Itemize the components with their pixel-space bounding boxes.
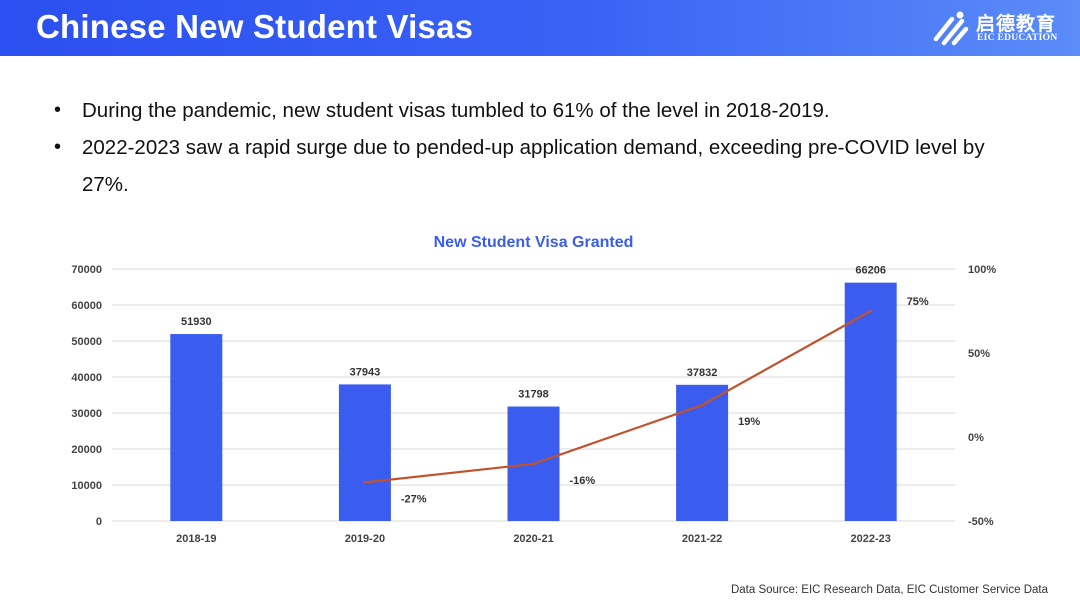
bullet-marker: • (54, 99, 62, 121)
y2-tick-label: 100% (968, 264, 996, 276)
growth-value-label: 19% (738, 416, 760, 428)
bullet-marker: • (54, 136, 62, 158)
y2-tick-label: -50% (968, 516, 994, 528)
y-tick-label: 20000 (71, 444, 102, 456)
y-tick-label: 0 (96, 516, 102, 528)
bar-value-label: 31798 (518, 389, 549, 401)
x-tick-label: 2020-21 (513, 533, 553, 545)
y-tick-label: 70000 (71, 264, 102, 276)
bullet-item: • 2022-2023 saw a rapid surge due to pen… (54, 129, 1014, 203)
eic-logo: 启德教育 EIC EDUCATION (930, 7, 1060, 49)
logo-chinese-text: 启德教育 (976, 14, 1057, 35)
growth-value-label: 75% (907, 296, 929, 308)
x-tick-label: 2022-23 (851, 533, 891, 545)
x-tick-label: 2021-22 (682, 533, 722, 545)
y-tick-label: 30000 (71, 408, 102, 420)
bar (170, 334, 223, 521)
bullet-item: • During the pandemic, new student visas… (54, 92, 1014, 129)
visa-chart: New Student Visa Granted 0 10000 20000 30000… (0, 220, 1080, 560)
bar-value-label: 37832 (687, 367, 718, 379)
y-tick-label: 50000 (71, 336, 102, 348)
header-bar: Chinese New Student Visas 启德教育 EIC EDUCA… (0, 0, 1080, 56)
bullet-text: 2022-2023 saw a rapid surge due to pende… (82, 136, 985, 196)
bullet-text: During the pandemic, new student visas t… (82, 99, 830, 122)
bar-value-label: 37943 (350, 366, 381, 378)
growth-point (869, 309, 873, 313)
growth-point (532, 462, 535, 466)
eic-logo-icon (933, 11, 969, 46)
chart-title: New Student Visa Granted (434, 234, 634, 251)
page-title: Chinese New Student Visas (36, 8, 474, 45)
growth-point (363, 480, 367, 484)
y-tick-label: 40000 (71, 372, 102, 384)
growth-value-label: -27% (401, 493, 427, 505)
y-tick-label: 10000 (71, 480, 102, 492)
data-source-note: Data Source: EIC Research Data, EIC Cust… (730, 584, 1048, 596)
y2-tick-label: 50% (968, 348, 990, 360)
logo-english-text: EIC EDUCATION (977, 33, 1058, 43)
bar-value-label: 51930 (181, 316, 212, 328)
bar (676, 384, 729, 521)
bar-value-label: 66206 (855, 265, 886, 277)
x-tick-label: 2018-19 (176, 533, 216, 545)
y-tick-label: 60000 (71, 300, 102, 312)
growth-value-label: -16% (570, 475, 596, 487)
x-tick-label: 2019-20 (345, 533, 385, 545)
chart-svg: New Student Visa Granted 0 10000 20000 30000… (71, 234, 996, 545)
growth-point (700, 403, 704, 407)
bar (338, 384, 391, 521)
y2-tick-label: 0% (968, 432, 984, 444)
growth-line (364, 310, 872, 484)
bullet-list: • During the pandemic, new student visas… (54, 92, 1014, 203)
bar (844, 282, 897, 521)
